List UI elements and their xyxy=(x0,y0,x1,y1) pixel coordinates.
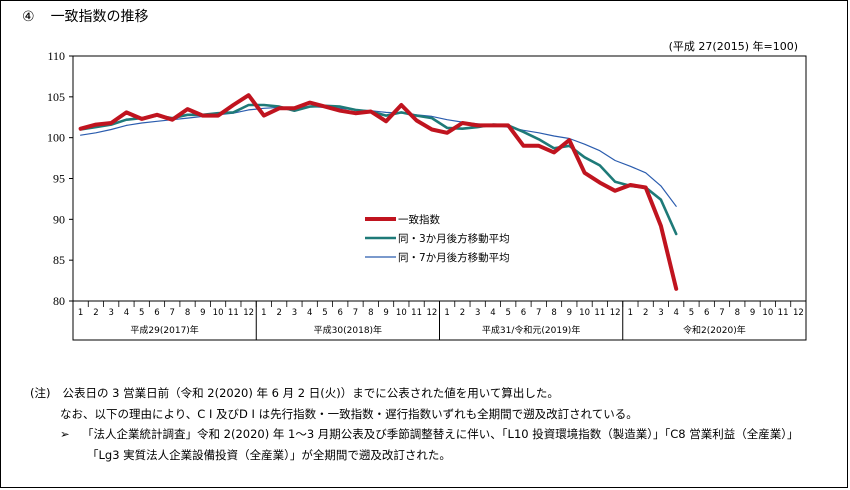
note-line-4: 「Lg3 実質法人企業設備投資（全産業）」が全期間で遡及改訂された。 xyxy=(87,447,451,462)
y-tick-label: 90 xyxy=(53,212,65,226)
month-label: 2 xyxy=(460,308,465,318)
month-label: 11 xyxy=(411,308,422,318)
month-label: 4 xyxy=(673,308,678,318)
month-label: 3 xyxy=(475,308,480,318)
month-label: 12 xyxy=(610,308,621,318)
month-label: 3 xyxy=(292,308,297,318)
note-line-2: なお、以下の理由により、C I 及びD I は先行指数・一致指数・遅行指数いずれ… xyxy=(60,406,638,421)
figure-number: ④ xyxy=(22,9,35,25)
y-tick-label: 85 xyxy=(53,253,65,267)
month-label: 5 xyxy=(506,308,511,318)
y-tick-label: 110 xyxy=(47,49,65,63)
month-label: 7 xyxy=(170,308,175,318)
month-label: 6 xyxy=(704,308,709,318)
y-tick-label: 80 xyxy=(53,294,65,308)
month-label: 3 xyxy=(108,308,113,318)
month-label: 7 xyxy=(719,308,724,318)
y-tick-label: 100 xyxy=(47,131,65,145)
month-label: 1 xyxy=(628,308,633,318)
month-label: 2 xyxy=(643,308,648,318)
month-label: 9 xyxy=(383,308,388,318)
bullet-arrow-icon: ➢ xyxy=(60,427,70,441)
month-label: 6 xyxy=(338,308,343,318)
base-year-note: (平成 27(2015) 年=100) xyxy=(668,40,798,53)
month-label: 11 xyxy=(228,308,239,318)
month-label: 7 xyxy=(353,308,358,318)
month-label: 2 xyxy=(276,308,281,318)
month-label: 10 xyxy=(762,308,773,318)
month-label: 1 xyxy=(444,308,449,318)
legend-label: 一致指数 xyxy=(398,213,440,226)
month-label: 10 xyxy=(396,308,407,318)
month-label: 8 xyxy=(551,308,556,318)
month-label: 8 xyxy=(368,308,373,318)
month-label: 12 xyxy=(426,308,437,318)
month-label: 9 xyxy=(750,308,755,318)
month-label: 9 xyxy=(567,308,572,318)
month-label: 5 xyxy=(322,308,327,318)
figure-title: 一致指数の推移 xyxy=(50,9,149,25)
footnotes: (注) 公表日の 3 営業日前（令和 2(2020) 年 6 月 2 日(火)）ま… xyxy=(30,383,799,465)
month-label: 11 xyxy=(778,308,789,318)
year-label: 令和2(2020)年 xyxy=(683,324,746,336)
month-label: 1 xyxy=(261,308,266,318)
month-label: 10 xyxy=(579,308,590,318)
series-line-3 xyxy=(79,105,677,207)
month-label: 1 xyxy=(78,308,83,318)
month-label: 3 xyxy=(658,308,663,318)
month-label: 4 xyxy=(307,308,312,318)
year-label: 平成29(2017)年 xyxy=(130,324,198,336)
year-label: 平成30(2018)年 xyxy=(314,324,382,336)
series-line-2 xyxy=(79,103,678,236)
plot-area xyxy=(72,55,807,302)
month-label: 4 xyxy=(490,308,495,318)
y-tick-label: 105 xyxy=(47,90,65,104)
note-line-3: 「法人企業統計調査」令和 2(2020) 年 1～3 月期公表及び季節調整替えに… xyxy=(82,427,799,441)
year-label: 平成31/令和元(2019)年 xyxy=(482,324,580,336)
legend-label: 同・3か月後方移動平均 xyxy=(398,232,510,245)
month-label: 12 xyxy=(243,308,254,318)
month-label: 4 xyxy=(124,308,129,318)
month-label: 5 xyxy=(689,308,694,318)
month-label: 9 xyxy=(200,308,205,318)
y-tick-label: 95 xyxy=(53,172,65,186)
month-label: 6 xyxy=(521,308,526,318)
month-label: 5 xyxy=(139,308,144,318)
figure-heading: ④ 一致指数の推移 xyxy=(22,6,149,26)
month-label: 7 xyxy=(536,308,541,318)
month-label: 12 xyxy=(793,308,804,318)
month-label: 10 xyxy=(213,308,224,318)
month-label: 11 xyxy=(594,308,605,318)
month-label: 8 xyxy=(185,308,190,318)
note-line-1: 公表日の 3 営業日前（令和 2(2020) 年 6 月 2 日(火)）までに公… xyxy=(62,386,559,400)
month-label: 2 xyxy=(93,308,98,318)
series-line-1 xyxy=(78,93,679,291)
note-label: (注) xyxy=(30,386,51,400)
month-label: 6 xyxy=(154,308,159,318)
month-label: 8 xyxy=(735,308,740,318)
legend-label: 同・7か月後方移動平均 xyxy=(398,251,510,264)
